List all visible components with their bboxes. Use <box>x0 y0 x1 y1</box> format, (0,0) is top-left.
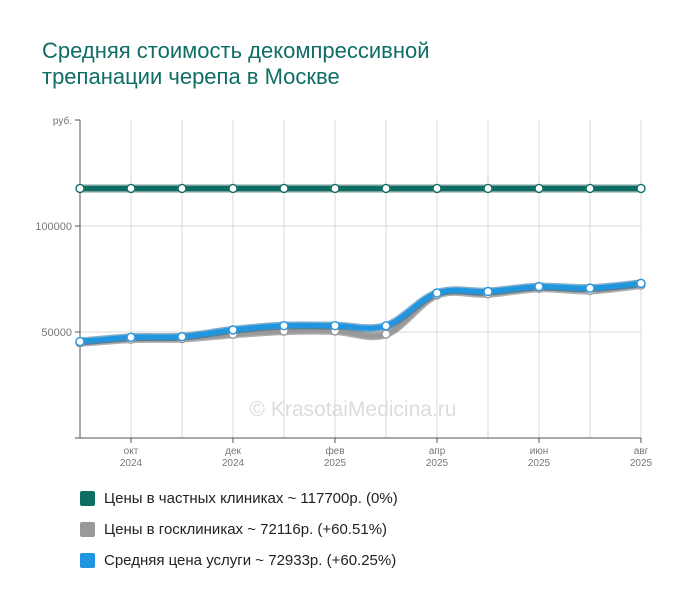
series-0-point-4[interactable] <box>279 183 289 194</box>
series-0-point-3[interactable] <box>228 183 238 194</box>
y-tick-label: 100000 <box>35 221 72 233</box>
legend-item-1[interactable]: Цены в госклиниках ~ 72116р. (+60.51%) <box>80 519 398 539</box>
legend: Цены в частных клиниках ~ 117700р. (0%) Ц… <box>80 488 398 581</box>
series-0-point-7[interactable] <box>432 183 442 194</box>
data-points <box>75 183 646 348</box>
legend-item-0[interactable]: Цены в частных клиниках ~ 117700р. (0%) <box>80 488 398 508</box>
series-2-point-7[interactable] <box>432 288 442 298</box>
x-tick-label-year: 2024 <box>222 458 245 469</box>
x-tick-label-month: фев <box>325 445 344 457</box>
chart-title: Средняя стоимость декомпрессивной трепан… <box>42 38 662 90</box>
x-tick-label-month: окт <box>124 446 139 457</box>
axes: 50000100000руб.окт2024дек2024фев2025апр2… <box>35 115 652 469</box>
legend-label-2: Средняя цена услуги ~ 72933р. (+60.25%) <box>104 551 397 569</box>
series-0-point-5[interactable] <box>330 183 340 194</box>
x-tick-label-month: авг <box>634 446 649 457</box>
series-lines <box>76 184 645 347</box>
series-0-point-8[interactable] <box>483 183 493 194</box>
series-0-point-1[interactable] <box>126 183 136 194</box>
watermark: © KrasotaiMedicina.ru <box>250 398 457 421</box>
series-0-point-6[interactable] <box>381 183 391 194</box>
series-0-point-10[interactable] <box>585 183 595 194</box>
series-2-point-5[interactable] <box>330 320 340 331</box>
series-2-point-3[interactable] <box>228 325 238 335</box>
x-tick-label-year: 2025 <box>426 458 449 469</box>
x-tick-label-year: 2025 <box>324 458 347 469</box>
series-2-point-0[interactable] <box>75 336 85 347</box>
x-tick-label-year: 2025 <box>528 458 551 469</box>
series-2-point-2[interactable] <box>177 331 187 342</box>
series-2-point-4[interactable] <box>279 320 289 331</box>
grid-lines <box>80 120 642 438</box>
x-tick-label-year: 2024 <box>120 458 143 469</box>
legend-swatch-1 <box>80 521 95 537</box>
legend-item-2[interactable]: Средняя цена услуги ~ 72933р. (+60.25%) <box>80 550 398 570</box>
x-tick-label-month: апр <box>429 446 446 457</box>
series-2-point-1[interactable] <box>126 332 136 342</box>
x-tick-label-month: июн <box>530 446 549 457</box>
series-0-point-9[interactable] <box>534 183 544 194</box>
series-0-point-0[interactable] <box>75 183 85 194</box>
series-2-point-11[interactable] <box>636 278 646 289</box>
y-tick-label: 50000 <box>41 327 72 339</box>
legend-swatch-0 <box>80 490 95 506</box>
series-0-point-2[interactable] <box>177 183 187 194</box>
chart-title-line-1: Средняя стоимость декомпрессивной <box>42 38 430 63</box>
series-1-point-6[interactable] <box>381 329 391 339</box>
series-0-point-11[interactable] <box>636 183 646 194</box>
chart-title-line-2: трепанации черепа в Москве <box>42 64 340 89</box>
x-tick-label-year: 2025 <box>630 458 653 469</box>
legend-label-0: Цены в частных клиниках ~ 117700р. (0%) <box>104 489 398 507</box>
series-2-point-9[interactable] <box>534 281 544 292</box>
legend-label-1: Цены в госклиниках ~ 72116р. (+60.51%) <box>104 520 388 538</box>
y-axis-unit: руб. <box>53 115 72 127</box>
series-2-point-6[interactable] <box>381 321 391 331</box>
series-2-point-8[interactable] <box>483 286 493 297</box>
legend-swatch-2 <box>80 552 95 568</box>
chart-area: © KrasotaiMedicina.ru 50000 100000 руб. окт… <box>35 115 652 469</box>
series-2-point-10[interactable] <box>585 283 595 293</box>
x-tick-label-month: дек <box>225 446 241 457</box>
